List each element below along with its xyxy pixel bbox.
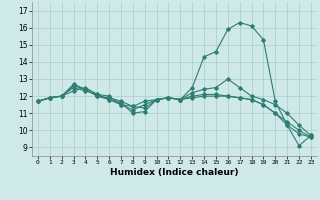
X-axis label: Humidex (Indice chaleur): Humidex (Indice chaleur): [110, 168, 239, 177]
